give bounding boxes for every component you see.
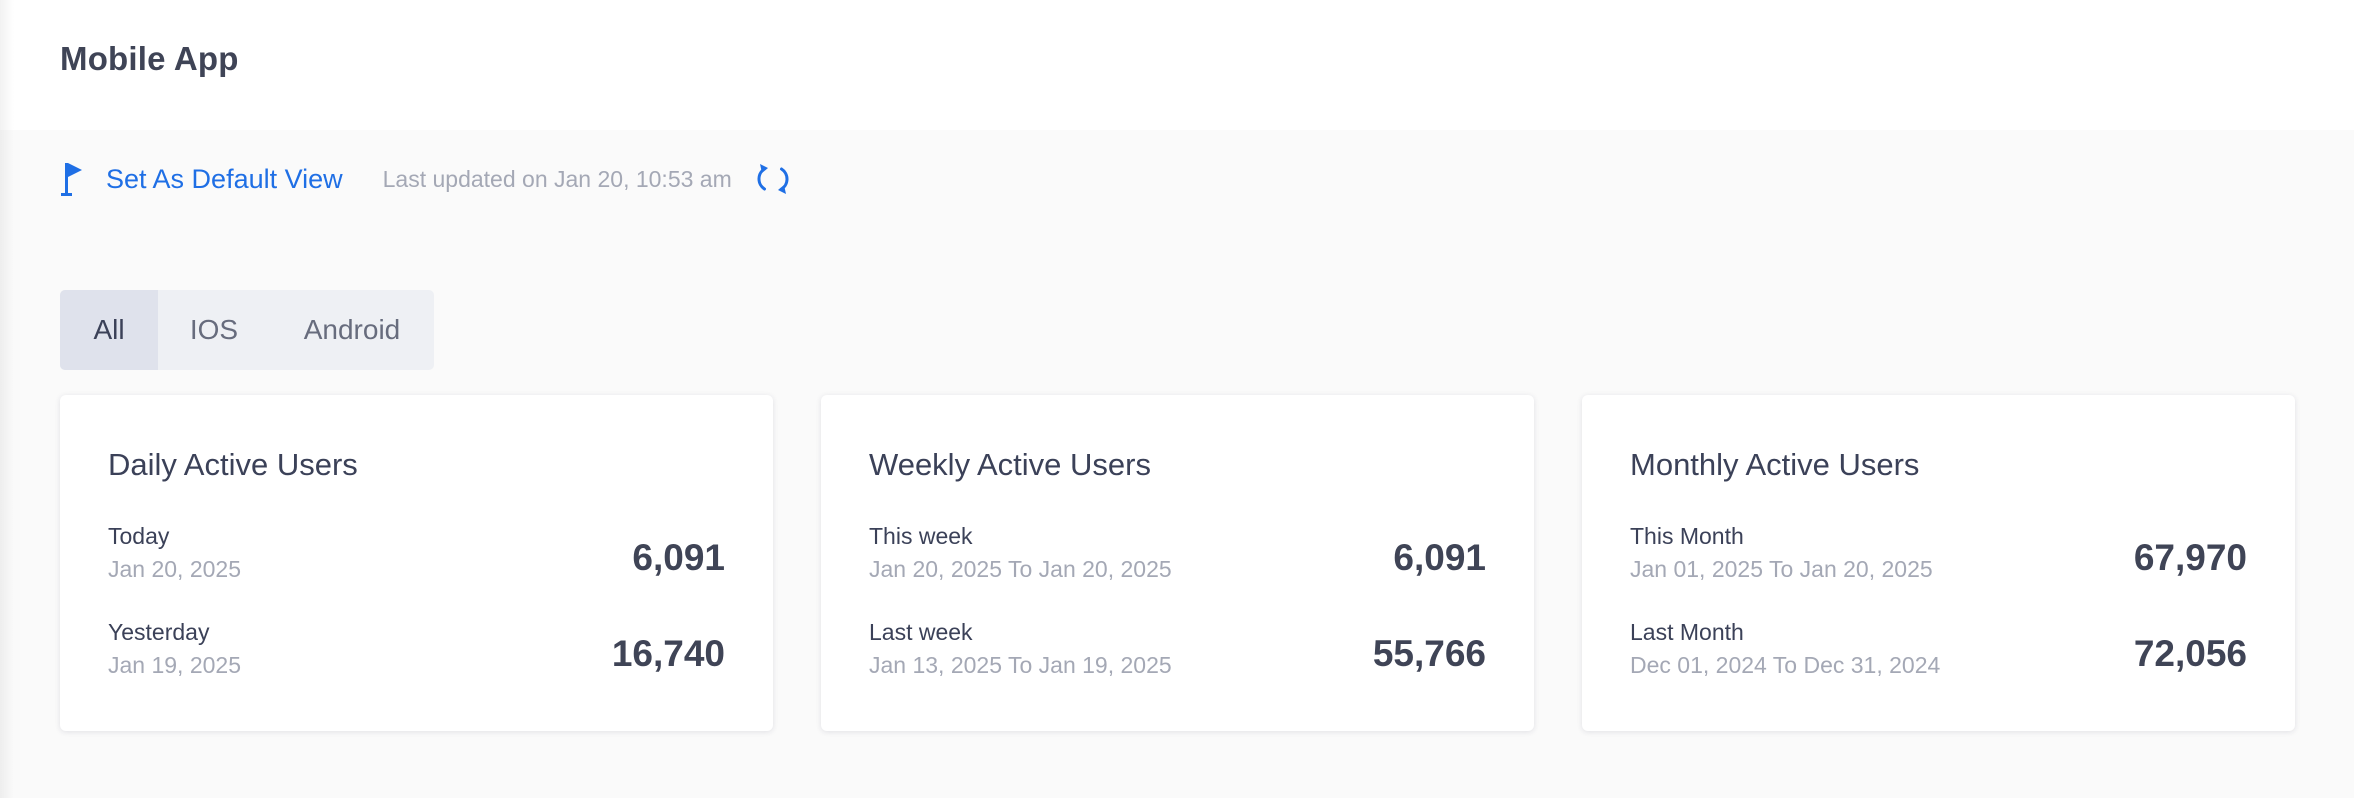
stat-label: This Month bbox=[1630, 523, 1744, 549]
weekly-active-users-card: Weekly Active Users This week Jan 20, 20… bbox=[821, 395, 1534, 731]
stat-row-this-week: This week Jan 20, 2025 To Jan 20, 2025 6… bbox=[869, 523, 1486, 593]
stat-date: Jan 13, 2025 To Jan 19, 2025 bbox=[869, 652, 1172, 678]
flag-icon bbox=[60, 161, 86, 197]
page-header: Mobile App bbox=[0, 0, 2354, 130]
stat-row-last-week: Last week Jan 13, 2025 To Jan 19, 2025 5… bbox=[869, 619, 1486, 689]
page-title: Mobile App bbox=[60, 40, 239, 77]
stat-value: 6,091 bbox=[632, 537, 725, 578]
stat-label: Today bbox=[108, 523, 170, 549]
stat-date: Dec 01, 2024 To Dec 31, 2024 bbox=[1630, 652, 1941, 678]
set-default-view-label: Set As Default View bbox=[106, 163, 343, 194]
stat-date: Jan 20, 2025 To Jan 20, 2025 bbox=[869, 556, 1172, 582]
monthly-active-users-card: Monthly Active Users This Month Jan 01, … bbox=[1582, 395, 2295, 731]
stat-label: Yesterday bbox=[108, 619, 210, 645]
toolbar: Set As Default View Last updated on Jan … bbox=[60, 155, 790, 203]
card-title: Weekly Active Users bbox=[869, 447, 1151, 482]
stat-value: 72,056 bbox=[2133, 633, 2247, 674]
last-updated-text: Last updated on Jan 20, 10:53 am bbox=[382, 165, 732, 192]
stat-row-this-month: This Month Jan 01, 2025 To Jan 20, 2025 … bbox=[1630, 523, 2247, 593]
stat-label: Last week bbox=[869, 619, 973, 645]
stat-date: Jan 19, 2025 bbox=[108, 652, 242, 678]
stat-date: Jan 20, 2025 bbox=[108, 556, 242, 582]
stat-value: 55,766 bbox=[1372, 633, 1486, 674]
daily-active-users-card: Daily Active Users Today Jan 20, 2025 6,… bbox=[60, 395, 773, 731]
tab-ios[interactable]: IOS bbox=[189, 314, 239, 345]
tab-android[interactable]: Android bbox=[303, 314, 401, 345]
stat-value: 16,740 bbox=[611, 633, 725, 674]
card-title: Monthly Active Users bbox=[1630, 447, 1920, 482]
stat-value: 67,970 bbox=[2133, 537, 2247, 578]
stat-date: Jan 01, 2025 To Jan 20, 2025 bbox=[1630, 556, 1933, 582]
left-edge-shadow bbox=[0, 0, 14, 798]
set-default-view-button[interactable]: Set As Default View bbox=[60, 161, 343, 197]
stat-value: 6,091 bbox=[1393, 537, 1486, 578]
card-title: Daily Active Users bbox=[108, 447, 358, 482]
tab-all[interactable]: All bbox=[60, 290, 158, 370]
stat-row-yesterday: Yesterday Jan 19, 2025 16,740 bbox=[108, 619, 725, 689]
refresh-icon[interactable] bbox=[756, 162, 790, 196]
platform-tabs: All IOS Android bbox=[60, 290, 434, 370]
stat-row-today: Today Jan 20, 2025 6,091 bbox=[108, 523, 725, 593]
stat-label: This week bbox=[869, 523, 973, 549]
stat-label: Last Month bbox=[1630, 619, 1744, 645]
stat-row-last-month: Last Month Dec 01, 2024 To Dec 31, 2024 … bbox=[1630, 619, 2247, 689]
